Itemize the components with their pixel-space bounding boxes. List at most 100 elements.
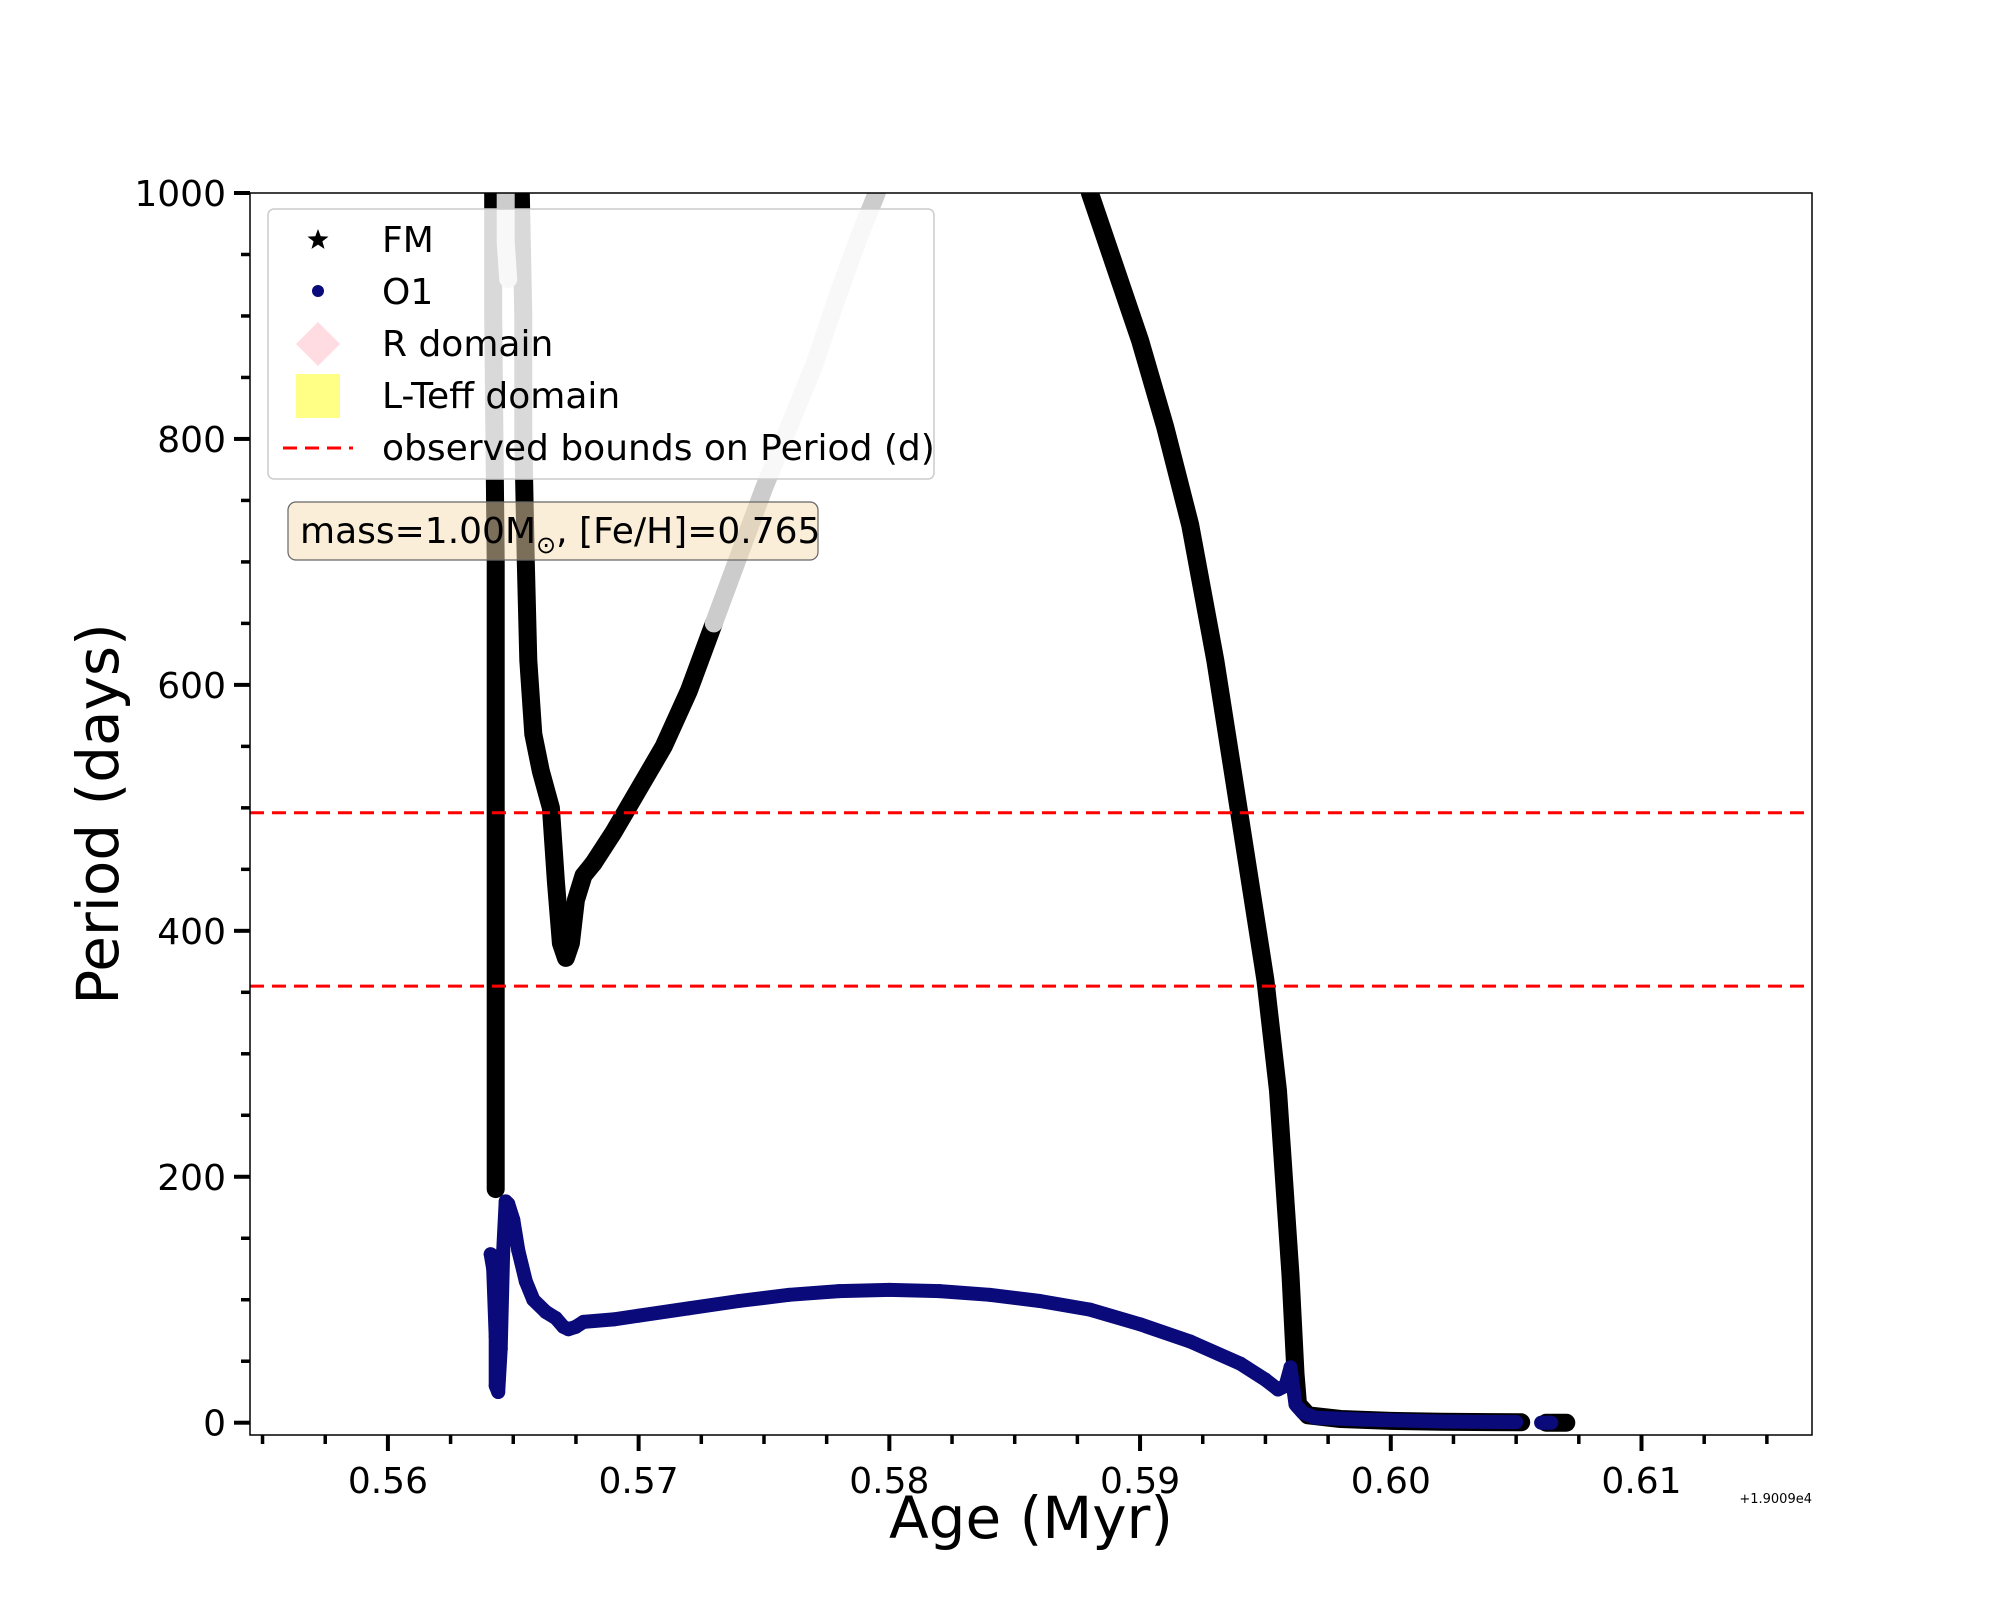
y-tick-label: 600 [157,666,226,707]
o1-point [681,1301,696,1316]
legend-label-fm: FM [382,220,434,261]
o1-point [1358,1412,1373,1427]
x-tick-label: 0.56 [348,1461,428,1502]
o1-point [882,1282,897,1297]
fm-point [532,762,550,779]
o1-point [631,1308,646,1323]
annotation-text: mass=1.00M⊙, [Fe/H]=0.765 [300,511,820,559]
y-tick-label: 800 [157,420,226,461]
o1-point [538,1305,553,1320]
o1-point [518,1274,533,1289]
fm-point [517,552,535,570]
plot-frame [249,192,1813,1436]
fm-point [547,872,565,889]
fm-point [487,798,505,816]
o1-point [1308,1410,1323,1425]
y-axis-label: Period (days) [64,623,132,1004]
fm-point [1231,811,1249,828]
legend-star-marker [307,229,329,249]
legend-square-marker [296,374,340,418]
o1-point [1544,1415,1559,1430]
o1-point [606,1312,621,1327]
series-o1 [483,1194,1559,1430]
o1-point [486,1261,501,1276]
o1-point [1032,1293,1047,1308]
o1-point [1286,1378,1301,1393]
fm-point [1181,516,1199,533]
x-axis-label: Age (Myr) [889,1484,1173,1552]
o1-point [731,1293,746,1308]
legend-item-o1: O1 [312,272,433,313]
fm-point [1084,193,1096,201]
legend-item-lteff-domain: L-Teff domain [296,374,620,418]
y-tick-label: 0 [203,1404,226,1445]
axes: 0.56 0.57 0.58 0.59 0.60 0.61 0 200 400 600 800 100… [134,174,1769,1502]
o1-point [1534,1415,1549,1430]
series-line-o1 [483,1194,1524,1430]
fm-point [487,946,505,963]
legend: FM O1 R domain L-Teff domain observed bo… [267,208,935,480]
series-line-fm [1080,193,1531,1432]
legend-diamond-marker [296,322,340,366]
x-tick-label: 0.57 [599,1461,679,1502]
observed-bounds-lines [250,811,1812,988]
annotation-solar-symbol: ⊙ [536,531,556,559]
o1-point [526,1292,541,1307]
fm-point [562,934,580,951]
o1-point [488,1329,503,1344]
o1-point [1233,1356,1248,1371]
fm-point [1256,971,1274,988]
legend-item-r-domain: R domain [296,322,553,366]
o1-point [506,1212,521,1227]
fm-point [1206,651,1224,668]
fm-point [515,193,527,201]
x-tick-label: 0.59 [1100,1461,1180,1502]
fm-point [1269,1081,1287,1098]
fm-point [567,891,585,908]
o1-point [932,1284,947,1299]
y-tick-label: 200 [157,1158,226,1199]
o1-point [1133,1317,1148,1332]
x-offset-label: +1.9009e4 [1739,1492,1812,1507]
o1-point [491,1384,506,1399]
fm-point [487,552,505,570]
o1-point [483,1247,498,1262]
series-line-fm [584,614,723,873]
fm-point [574,866,592,883]
fm-point [487,1180,505,1197]
o1-point [982,1287,997,1302]
fm-point [487,193,499,201]
legend-label-lteff-domain: L-Teff domain [382,376,620,417]
legend-item-fm: FM [307,220,434,261]
legend-circle-marker [312,285,324,297]
fm-point [1557,1413,1575,1430]
o1-point [496,1243,511,1258]
annotation-metallicity: , [Fe/H]=0.765 [556,511,820,552]
fm-point [871,193,883,201]
fm-point [680,682,698,699]
y-tick-label: 400 [157,912,226,953]
o1-point [1509,1415,1524,1430]
fm-point [542,798,560,816]
fm-point [1156,417,1174,434]
fm-point [630,780,648,797]
fm-point [552,934,570,951]
o1-point [782,1287,797,1302]
x-tick-label: 0.58 [849,1461,929,1502]
o1-point [501,1196,516,1211]
parameter-annotation: mass=1.00M⊙, [Fe/H]=0.765 [287,501,820,561]
legend-label-observed-bounds: observed bounds on Period (d) [382,428,935,469]
x-tick-label: 0.61 [1601,1461,1681,1502]
o1-point [511,1243,526,1258]
fm-point [557,948,575,966]
legend-item-observed-bounds: observed bounds on Period (d) [283,428,935,469]
x-tick-label: 0.60 [1351,1461,1431,1502]
fm-point [584,854,602,871]
o1-point [1183,1334,1198,1349]
o1-point [1296,1405,1311,1420]
o1-point [576,1314,591,1329]
o1-point [1082,1302,1097,1317]
o1-point [1433,1414,1448,1429]
fm-point [1131,331,1149,348]
